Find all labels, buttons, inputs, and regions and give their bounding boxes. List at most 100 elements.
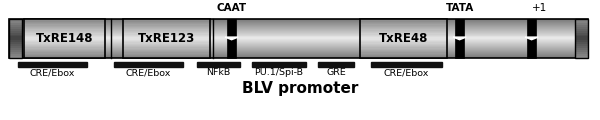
Bar	[9, 44, 22, 46]
Bar	[9, 48, 22, 50]
Bar	[9, 56, 22, 58]
Bar	[9, 43, 588, 44]
Text: CAAT: CAAT	[217, 3, 247, 13]
Bar	[360, 44, 447, 45]
Bar	[24, 45, 105, 46]
Text: CRE/Ebox: CRE/Ebox	[30, 68, 75, 77]
Bar	[24, 54, 105, 55]
Bar	[575, 23, 588, 25]
Bar	[9, 40, 588, 41]
Bar	[360, 50, 447, 51]
Bar	[360, 37, 447, 38]
Bar	[360, 29, 447, 31]
Bar	[9, 22, 588, 23]
Bar	[123, 50, 210, 51]
Bar	[123, 54, 210, 55]
Bar	[360, 36, 447, 37]
Bar	[123, 19, 210, 58]
Bar	[575, 54, 588, 56]
Bar	[24, 21, 105, 22]
Bar	[123, 55, 210, 56]
Bar	[24, 44, 105, 45]
Bar	[575, 40, 588, 42]
Bar	[9, 19, 22, 21]
Bar	[24, 19, 105, 21]
Bar	[575, 52, 588, 54]
Bar	[197, 62, 240, 67]
Bar	[575, 19, 588, 21]
Bar	[9, 31, 588, 32]
Bar	[360, 27, 447, 28]
Bar	[9, 35, 588, 36]
Bar	[9, 42, 588, 43]
Text: TxRE48: TxRE48	[379, 32, 428, 45]
Bar	[227, 19, 236, 58]
Bar	[575, 33, 588, 35]
Bar	[360, 22, 447, 23]
Bar	[575, 36, 588, 38]
Polygon shape	[225, 37, 238, 40]
Bar	[360, 21, 447, 22]
Bar	[24, 33, 105, 35]
Bar	[123, 32, 210, 33]
Bar	[123, 45, 210, 46]
Bar	[360, 45, 447, 46]
Bar	[24, 51, 105, 52]
Bar	[24, 23, 105, 24]
Bar	[360, 33, 447, 35]
Bar	[123, 47, 210, 49]
Bar	[360, 28, 447, 29]
Bar	[24, 38, 105, 40]
Bar	[24, 47, 105, 49]
Bar	[123, 56, 210, 58]
Bar	[360, 42, 447, 44]
Bar	[123, 44, 210, 45]
Bar	[360, 31, 447, 32]
Bar	[575, 38, 588, 40]
Bar	[9, 29, 588, 30]
Bar	[9, 23, 588, 24]
Bar	[24, 41, 105, 42]
Bar	[575, 46, 588, 48]
Bar	[360, 23, 447, 24]
Bar	[9, 25, 22, 27]
Bar	[123, 40, 210, 41]
Bar	[360, 41, 447, 42]
Bar	[24, 56, 105, 58]
Bar	[123, 28, 210, 29]
Bar	[24, 36, 105, 37]
Bar	[24, 28, 105, 29]
Bar	[9, 27, 22, 29]
Bar	[24, 35, 105, 36]
Bar	[123, 24, 210, 26]
Bar	[114, 62, 183, 67]
Bar	[24, 19, 105, 58]
Bar	[9, 57, 588, 58]
Bar	[575, 44, 588, 46]
Bar	[24, 29, 105, 31]
Text: TxRE148: TxRE148	[36, 32, 93, 45]
Bar	[360, 24, 447, 26]
Bar	[9, 19, 22, 58]
Bar	[252, 62, 306, 67]
Bar	[360, 19, 447, 58]
Bar	[360, 46, 447, 47]
Bar	[9, 54, 588, 55]
Bar	[123, 22, 210, 23]
Bar	[9, 46, 22, 48]
Bar	[9, 26, 588, 27]
Bar	[24, 22, 105, 23]
Bar	[123, 33, 210, 35]
Bar	[123, 27, 210, 28]
Bar	[123, 46, 210, 47]
Bar	[9, 24, 588, 25]
Bar	[575, 21, 588, 23]
Bar	[9, 42, 22, 44]
Bar	[9, 38, 588, 39]
Bar	[24, 40, 105, 41]
Bar	[9, 46, 588, 47]
Bar	[9, 32, 588, 33]
Text: CRE/Ebox: CRE/Ebox	[383, 68, 429, 77]
Bar	[9, 27, 588, 28]
Text: CRE/Ebox: CRE/Ebox	[126, 68, 171, 77]
